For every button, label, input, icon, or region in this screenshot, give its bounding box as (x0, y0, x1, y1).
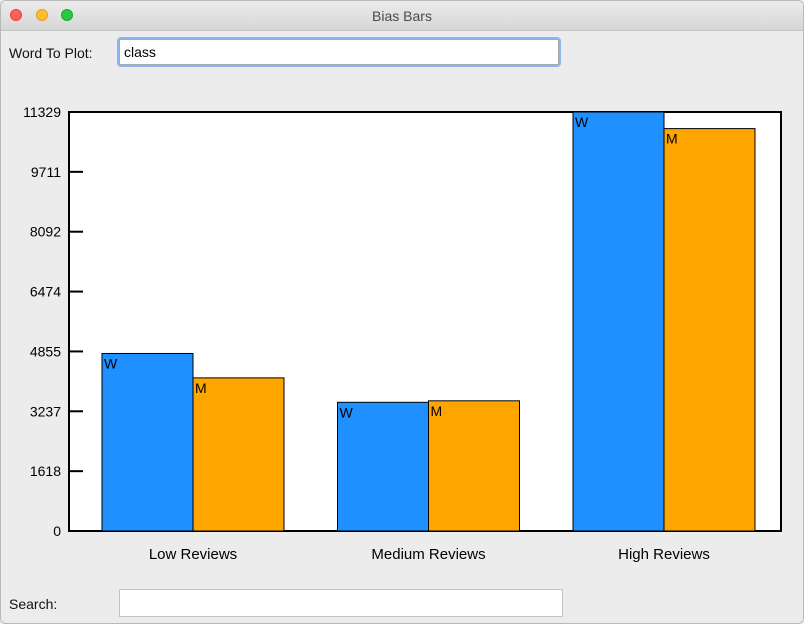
search-input[interactable] (119, 589, 563, 617)
x-category-label: Low Reviews (149, 546, 237, 563)
y-tick-label: 8092 (30, 224, 61, 240)
bar-label: M (431, 403, 443, 419)
search-label: Search: (9, 596, 58, 612)
x-category-label: Medium Reviews (371, 546, 485, 563)
y-tick-label: 9711 (31, 164, 61, 180)
bar-m (428, 400, 520, 532)
title-bar: Bias Bars (1, 1, 803, 31)
bar-m (663, 128, 756, 532)
main-content: Word To Plot: 0 1618 3237 4855 6474 8092 9711 1… (1, 31, 803, 623)
word-to-plot-input[interactable] (119, 39, 559, 65)
x-category-label: High Reviews (618, 546, 710, 563)
y-tick-label: 11329 (23, 104, 61, 120)
bar-w (572, 111, 665, 532)
y-tick-label: 4855 (30, 343, 61, 359)
bar-label: M (195, 380, 207, 396)
y-tick-label: 3237 (30, 403, 61, 419)
bar-label: W (104, 355, 118, 371)
bar-label: M (666, 131, 678, 147)
maximize-button[interactable] (61, 9, 73, 21)
y-tick-label: 0 (53, 523, 61, 539)
window-title: Bias Bars (372, 8, 432, 24)
bias-bar-chart: 0 1618 3237 4855 6474 8092 9711 11329 W M Low Revi… (23, 104, 782, 563)
bar-w (337, 401, 429, 532)
bar-label: W (575, 114, 589, 130)
minimize-button[interactable] (36, 9, 48, 21)
bar-m (192, 377, 285, 532)
close-button[interactable] (10, 9, 22, 21)
y-tick-label: 1618 (30, 463, 61, 479)
y-tick-label: 6474 (30, 284, 61, 300)
bar-w (101, 352, 194, 532)
bar-label: W (340, 404, 354, 420)
word-to-plot-label: Word To Plot: (9, 45, 93, 61)
